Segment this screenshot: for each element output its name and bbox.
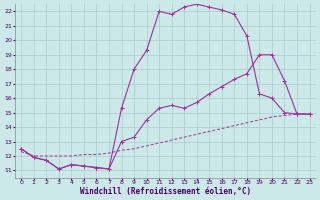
X-axis label: Windchill (Refroidissement éolien,°C): Windchill (Refroidissement éolien,°C) xyxy=(80,187,251,196)
